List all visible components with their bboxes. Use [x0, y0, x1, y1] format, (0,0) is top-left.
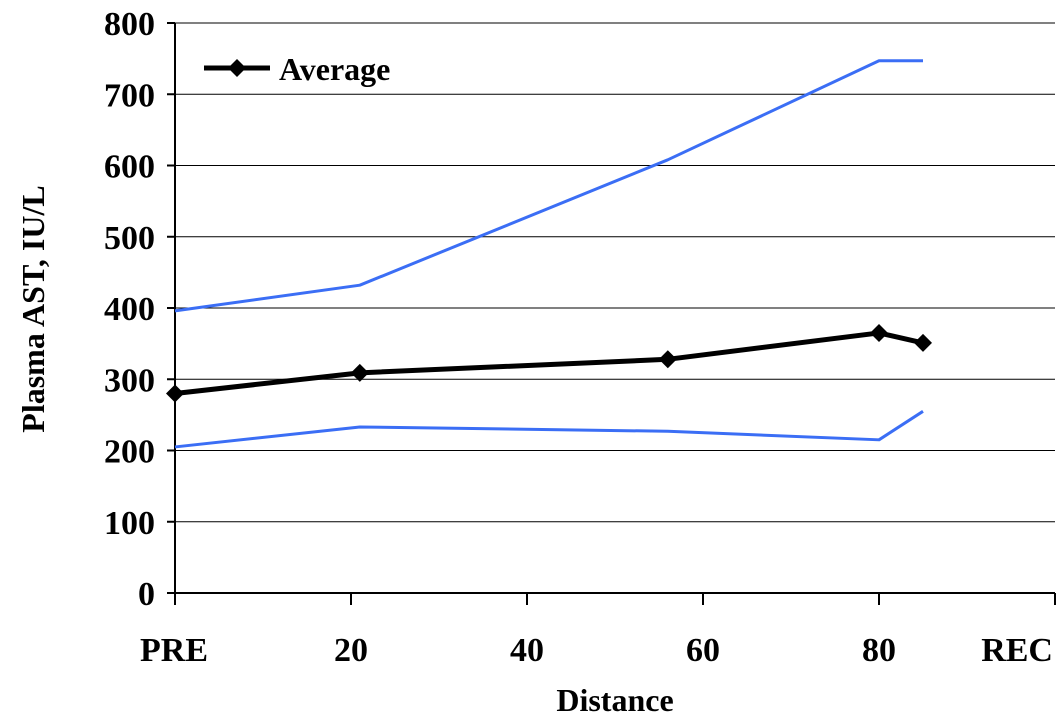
y-tick-label: 100 — [104, 505, 155, 542]
data-point-marker — [914, 333, 932, 352]
legend-label: Average — [279, 51, 390, 87]
x-tick-label: 60 — [686, 632, 720, 669]
y-tick-label: 500 — [104, 220, 155, 257]
data-point-marker — [166, 384, 184, 403]
x-axis-title: Distance — [556, 682, 673, 718]
x-tick-label: 20 — [334, 632, 368, 669]
y-axis-title: Plasma AST, IU/L — [15, 185, 51, 432]
gridlines — [175, 22, 1055, 523]
x-tick-label: 80 — [862, 632, 896, 669]
y-tick-label: 700 — [104, 77, 155, 114]
series-line-bound — [174, 59, 923, 313]
legend-marker — [228, 59, 246, 77]
y-tick-label: 0 — [138, 576, 155, 613]
tick-labels: 0 100 200 300 400 500 600 700 800 PRE 20 40 60 80 REC — [104, 6, 1053, 669]
legend: Average — [204, 51, 390, 87]
data-point-marker — [350, 363, 369, 382]
x-tick-label: PRE — [140, 632, 208, 669]
y-tick-label: 600 — [104, 149, 155, 186]
y-tick-label: 200 — [104, 434, 155, 471]
y-tick-label: 400 — [104, 291, 155, 328]
data-point-marker — [658, 350, 677, 369]
series-line-average — [174, 330, 924, 396]
data-point-marker — [870, 323, 888, 342]
y-tick-label: 300 — [104, 362, 155, 399]
y-tick-label: 800 — [104, 6, 155, 43]
data-series — [166, 59, 932, 449]
series-line-bound — [174, 410, 924, 449]
x-tick-label: 40 — [510, 632, 544, 669]
axes — [167, 22, 1056, 605]
x-tick-label: REC — [981, 632, 1053, 669]
